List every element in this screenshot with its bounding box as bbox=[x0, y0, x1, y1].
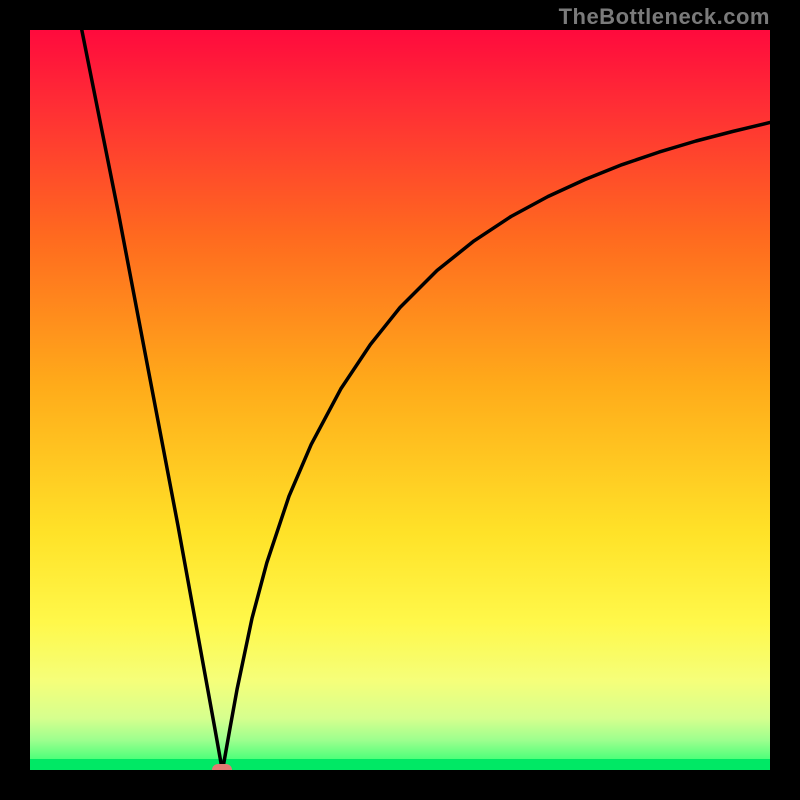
watermark-text: TheBottleneck.com bbox=[559, 4, 770, 30]
minimum-marker bbox=[212, 764, 232, 770]
bottleneck-figure: TheBottleneck.com bbox=[0, 0, 800, 800]
plot-area bbox=[30, 30, 770, 770]
bottleneck-curve bbox=[30, 30, 770, 770]
curve-path bbox=[82, 30, 770, 770]
